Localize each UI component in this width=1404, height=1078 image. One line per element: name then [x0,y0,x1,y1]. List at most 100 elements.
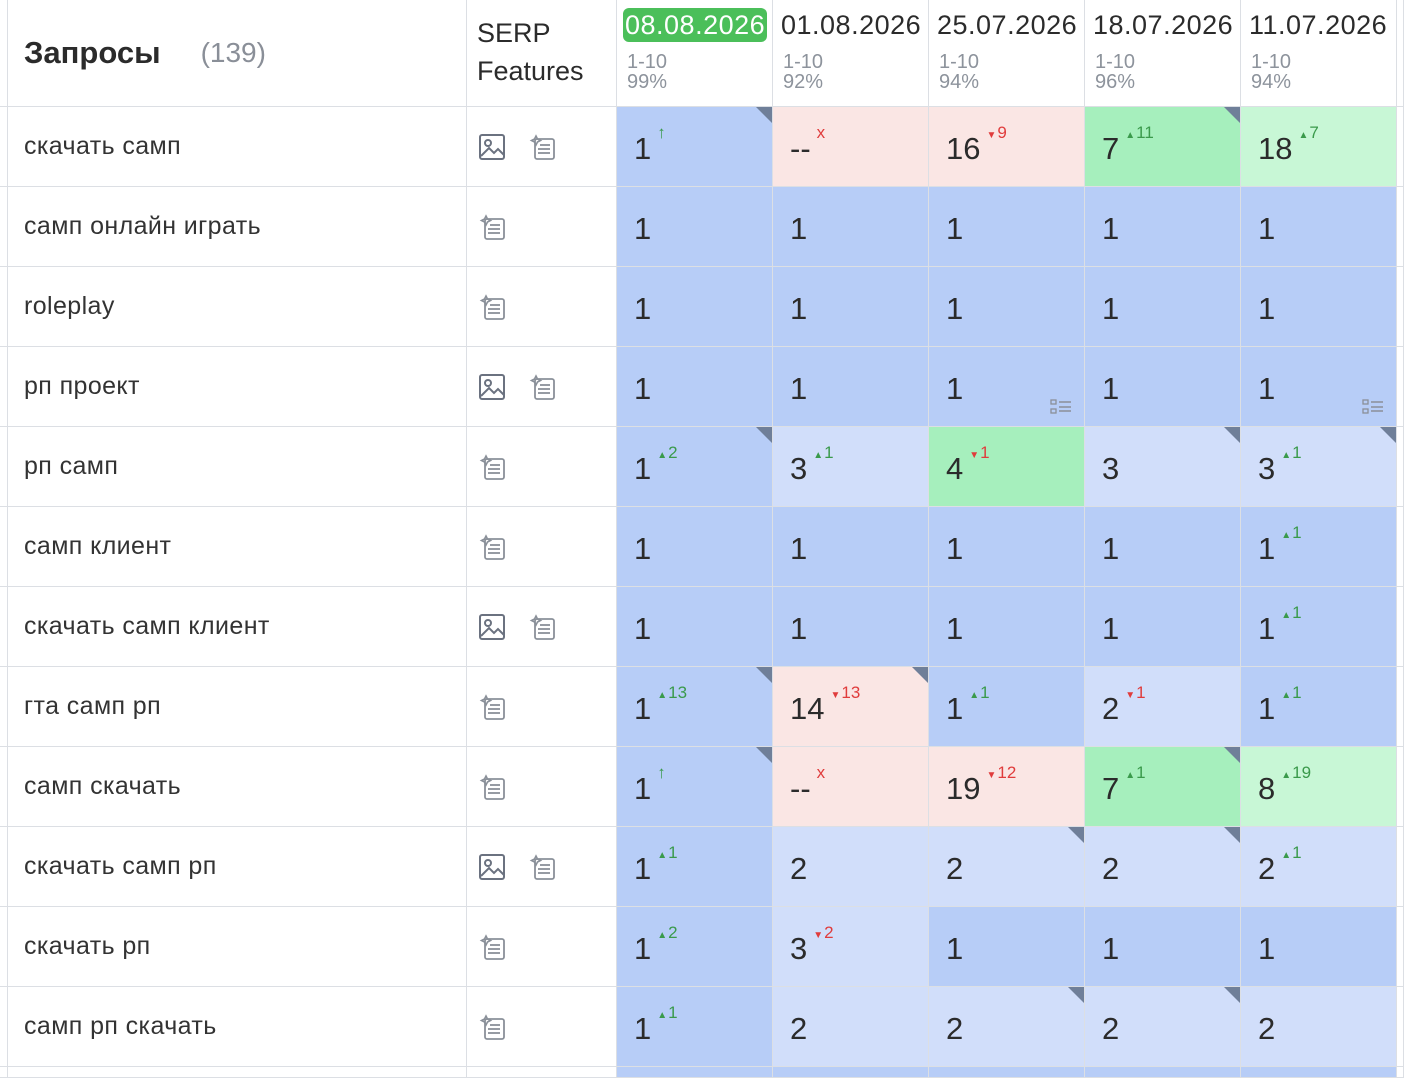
position-cell[interactable]: 3 [1085,427,1241,507]
position-cell[interactable]: 16 ▼9 [929,107,1085,187]
queries-header[interactable]: Запросы (139) [8,0,467,107]
featured-snippet-icon[interactable] [477,772,507,802]
date-column-header[interactable]: 25.07.2026 1-10 94% [929,0,1085,107]
position-cell[interactable]: 19 ▼12 [929,747,1085,827]
position-cell[interactable]: 8 ▲19 [1241,747,1397,827]
position-cell[interactable]: 3 ▲1 [773,427,929,507]
position-cell[interactable]: 1 [617,587,773,667]
featured-snippet-icon[interactable] [527,612,557,642]
position-cell[interactable]: 1 ▲1 [617,987,773,1067]
keyword-cell[interactable]: гта самп рп [8,667,467,747]
keyword-text[interactable]: самп рп скачать [24,1012,217,1040]
position-cell[interactable]: 1 [1241,267,1397,347]
position-cell[interactable]: 2 [929,827,1085,907]
position-cell[interactable]: -- x [773,107,929,187]
position-cell[interactable]: 2 ▲1 [1241,827,1397,907]
position-cell[interactable]: 1 [1085,907,1241,987]
date-label[interactable]: 08.08.2026 [623,8,768,42]
position-cell[interactable]: 7 ▲11 [1085,107,1241,187]
keyword-text[interactable]: рп проект [24,372,140,400]
keyword-text[interactable]: рп самп [24,452,119,480]
featured-snippet-icon[interactable] [477,212,507,242]
keyword-text[interactable]: скачать самп клиент [24,612,270,640]
featured-snippet-icon[interactable] [477,452,507,482]
keyword-text[interactable]: гта самп рп [24,692,162,720]
position-cell[interactable]: 1 [773,267,929,347]
keyword-text[interactable]: скачать самп [24,132,182,160]
keyword-text[interactable]: самп скачать [24,772,182,800]
position-cell[interactable]: 1 ▲1 [929,667,1085,747]
featured-snippet-icon[interactable] [477,1012,507,1042]
position-cell[interactable]: 1 ▲1 [617,827,773,907]
position-cell[interactable]: 1 ▲13 [617,667,773,747]
featured-snippet-icon[interactable] [477,692,507,722]
position-cell[interactable]: 7 ▲1 [1085,747,1241,827]
date-label[interactable]: 01.08.2026 [781,10,922,40]
position-cell[interactable]: 14 ▼13 [773,667,929,747]
position-cell[interactable]: 2 [773,827,929,907]
position-cell[interactable]: 1 [1241,347,1397,427]
featured-snippet-icon[interactable] [477,292,507,322]
keyword-cell[interactable]: самп клиент [8,507,467,587]
position-cell[interactable]: 1 [1241,187,1397,267]
position-cell[interactable]: 2 [1085,987,1241,1067]
keyword-cell[interactable]: скачать самп рп [8,827,467,907]
position-cell[interactable]: 1 ↑ [617,107,773,187]
date-column-header[interactable]: 01.08.2026 1-10 92% [773,0,929,107]
date-label[interactable]: 25.07.2026 [937,10,1078,40]
position-cell[interactable]: 2 [1241,987,1397,1067]
featured-snippet-icon[interactable] [527,852,557,882]
keyword-text[interactable]: самп клиент [24,532,172,560]
position-cell[interactable]: 1 [1085,507,1241,587]
position-cell[interactable]: 1 [773,347,929,427]
date-label[interactable]: 11.07.2026 [1249,10,1388,40]
position-cell[interactable]: 1 ↑ [617,747,773,827]
keyword-text[interactable]: roleplay [24,292,115,320]
position-cell[interactable]: 1 [617,267,773,347]
image-icon[interactable] [477,612,507,642]
keyword-cell[interactable]: рп проект [8,347,467,427]
keyword-cell[interactable]: скачать самп [8,107,467,187]
snippet-list-icon[interactable] [1362,398,1384,416]
keyword-text[interactable]: скачать самп рп [24,852,217,880]
keyword-cell[interactable]: самп рп скачать [8,987,467,1067]
position-cell[interactable]: 1 [773,507,929,587]
position-cell[interactable]: 1 [929,507,1085,587]
position-cell[interactable]: 2 ▼1 [1085,667,1241,747]
position-cell[interactable]: 2 [773,987,929,1067]
image-icon[interactable] [477,852,507,882]
keyword-cell[interactable]: скачать рп [8,907,467,987]
snippet-list-icon[interactable] [1050,398,1072,416]
position-cell[interactable]: 1 ▲2 [617,427,773,507]
position-cell[interactable]: 1 [929,187,1085,267]
position-cell[interactable]: 1 [617,507,773,587]
keyword-cell[interactable]: самп скачать [8,747,467,827]
position-cell[interactable]: 2 [929,987,1085,1067]
position-cell[interactable]: 2 [1085,827,1241,907]
keyword-cell[interactable]: рп самп [8,427,467,507]
position-cell[interactable]: 1 ▲1 [1241,667,1397,747]
position-cell[interactable]: 1 ▲1 [1241,587,1397,667]
position-cell[interactable]: 1 ▲1 [1241,507,1397,587]
position-cell[interactable]: 1 [1241,907,1397,987]
position-cell[interactable]: 1 [1085,587,1241,667]
keyword-text[interactable]: скачать рп [24,932,151,960]
position-cell[interactable]: 1 [929,267,1085,347]
position-cell[interactable]: 1 ▲2 [617,907,773,987]
keyword-cell[interactable]: самп онлайн играть [8,187,467,267]
date-column-header[interactable]: 11.07.2026 1-10 94% [1241,0,1397,107]
featured-snippet-icon[interactable] [527,132,557,162]
position-cell[interactable]: 1 [773,187,929,267]
position-cell[interactable]: 1 [1085,267,1241,347]
image-icon[interactable] [477,132,507,162]
position-cell[interactable]: 1 [1085,347,1241,427]
position-cell[interactable]: 1 [929,907,1085,987]
position-cell[interactable]: 1 [929,347,1085,427]
keyword-text[interactable]: самп онлайн играть [24,212,262,240]
position-cell[interactable]: 1 [617,347,773,427]
date-column-header[interactable]: 18.07.2026 1-10 96% [1085,0,1241,107]
featured-snippet-icon[interactable] [477,532,507,562]
date-column-header[interactable]: 08.08.2026 1-10 99% [617,0,773,107]
keyword-cell[interactable]: roleplay [8,267,467,347]
position-cell[interactable]: 3 ▲1 [1241,427,1397,507]
